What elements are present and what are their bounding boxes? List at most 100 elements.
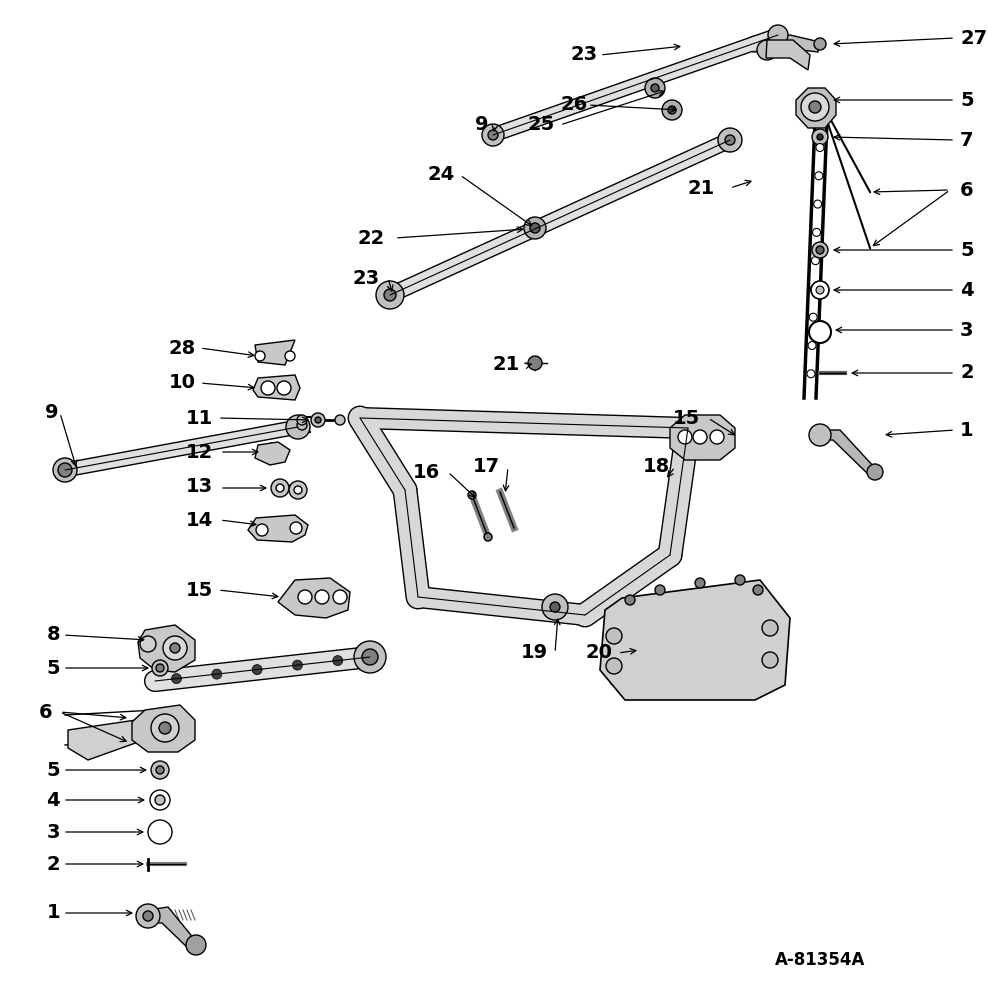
Circle shape <box>645 78 665 98</box>
Polygon shape <box>755 35 820 52</box>
Circle shape <box>159 722 171 734</box>
Circle shape <box>186 935 206 955</box>
Circle shape <box>211 669 222 679</box>
Circle shape <box>528 356 542 370</box>
Circle shape <box>151 761 169 779</box>
Text: 5: 5 <box>46 658 60 678</box>
Circle shape <box>812 228 821 236</box>
Text: 14: 14 <box>186 510 213 530</box>
Text: 5: 5 <box>960 91 973 109</box>
Text: 23: 23 <box>571 45 598 64</box>
Circle shape <box>156 766 164 774</box>
Text: 17: 17 <box>473 458 500 477</box>
Circle shape <box>150 790 170 810</box>
Circle shape <box>488 130 498 140</box>
Circle shape <box>625 595 635 605</box>
Circle shape <box>867 464 883 480</box>
Text: 13: 13 <box>186 478 213 496</box>
Circle shape <box>814 200 822 208</box>
Circle shape <box>542 594 568 620</box>
Circle shape <box>801 93 829 121</box>
Polygon shape <box>820 430 875 476</box>
Text: 27: 27 <box>960 28 987 47</box>
Circle shape <box>58 463 72 477</box>
Circle shape <box>606 658 622 674</box>
Circle shape <box>655 585 665 595</box>
Polygon shape <box>600 580 790 700</box>
Circle shape <box>285 351 295 361</box>
Circle shape <box>482 124 504 146</box>
Circle shape <box>809 321 831 343</box>
Text: 6: 6 <box>39 702 52 722</box>
Circle shape <box>256 524 268 536</box>
Circle shape <box>155 795 165 805</box>
Circle shape <box>747 36 763 52</box>
Text: 4: 4 <box>46 790 60 810</box>
Polygon shape <box>68 715 180 760</box>
Circle shape <box>762 620 778 636</box>
Circle shape <box>810 285 818 293</box>
Circle shape <box>298 590 312 604</box>
Circle shape <box>53 458 77 482</box>
Polygon shape <box>670 415 735 460</box>
Circle shape <box>807 370 815 378</box>
Circle shape <box>292 660 302 670</box>
Text: 15: 15 <box>186 580 213 599</box>
Circle shape <box>143 911 153 921</box>
Circle shape <box>140 636 156 652</box>
Text: 22: 22 <box>358 229 385 247</box>
Circle shape <box>817 115 825 123</box>
Text: 7: 7 <box>960 130 973 149</box>
Circle shape <box>468 491 476 499</box>
Circle shape <box>271 479 289 497</box>
Text: 3: 3 <box>960 320 973 340</box>
Text: 3: 3 <box>46 822 60 842</box>
Polygon shape <box>766 40 810 70</box>
Circle shape <box>811 257 819 265</box>
Circle shape <box>163 636 187 660</box>
Circle shape <box>651 84 659 92</box>
Text: 20: 20 <box>585 644 612 662</box>
Circle shape <box>816 286 824 294</box>
Text: 2: 2 <box>46 854 60 874</box>
Circle shape <box>550 602 560 612</box>
Text: 10: 10 <box>169 373 196 392</box>
Circle shape <box>484 533 492 541</box>
Text: 23: 23 <box>353 268 380 288</box>
Text: 5: 5 <box>960 240 973 259</box>
Circle shape <box>335 415 345 425</box>
Circle shape <box>762 652 778 668</box>
Circle shape <box>333 590 347 604</box>
Circle shape <box>693 430 707 444</box>
Text: 9: 9 <box>44 403 58 422</box>
Circle shape <box>809 313 817 321</box>
Text: 1: 1 <box>46 904 60 922</box>
Circle shape <box>136 904 160 928</box>
Circle shape <box>252 665 262 675</box>
Text: 9: 9 <box>474 115 488 134</box>
Polygon shape <box>248 515 308 542</box>
Circle shape <box>156 664 164 672</box>
Polygon shape <box>138 625 195 672</box>
Circle shape <box>811 91 829 109</box>
Circle shape <box>695 578 705 588</box>
Circle shape <box>170 643 180 653</box>
Circle shape <box>311 413 325 427</box>
Circle shape <box>668 106 676 114</box>
Circle shape <box>276 484 284 492</box>
Polygon shape <box>132 705 195 752</box>
Text: 2: 2 <box>960 363 973 382</box>
Circle shape <box>172 674 182 684</box>
Circle shape <box>753 585 763 595</box>
Circle shape <box>255 351 265 361</box>
Circle shape <box>148 820 172 844</box>
Circle shape <box>678 430 692 444</box>
Circle shape <box>286 415 310 439</box>
Circle shape <box>812 129 828 145</box>
Circle shape <box>814 38 826 50</box>
Text: 21: 21 <box>493 356 520 374</box>
Circle shape <box>289 481 307 499</box>
Text: 28: 28 <box>169 338 196 358</box>
Circle shape <box>362 649 378 665</box>
Text: 12: 12 <box>186 442 213 462</box>
